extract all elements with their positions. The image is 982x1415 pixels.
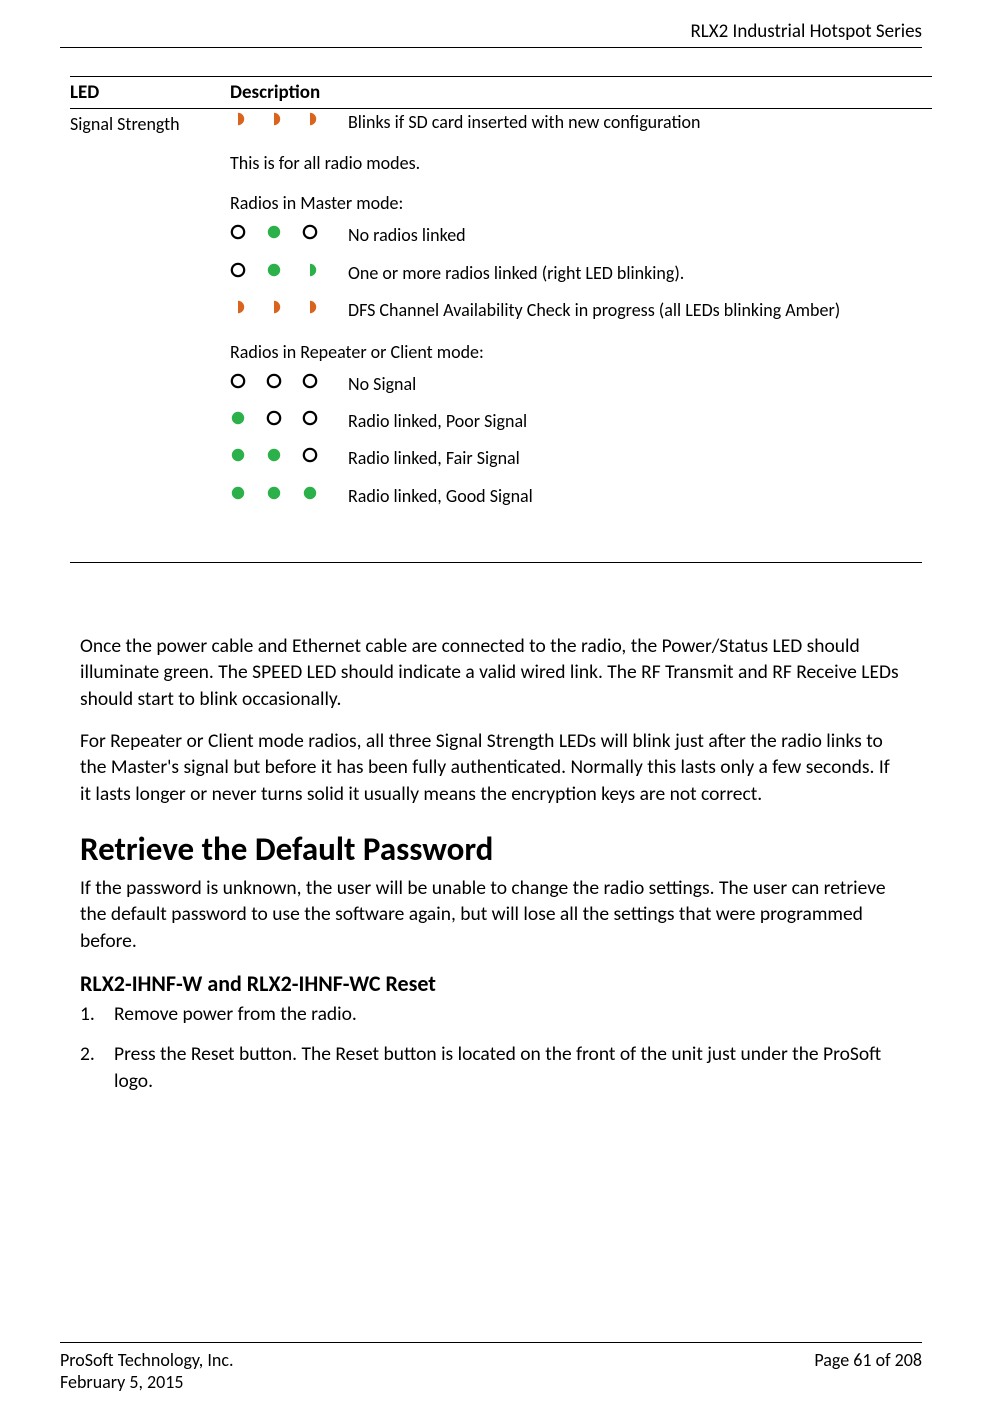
led-indicator-icon — [266, 224, 302, 240]
led-indicator-icon — [230, 262, 266, 278]
led-indicator-icon — [230, 373, 266, 389]
table-header-description: Description — [230, 77, 932, 109]
led-indicator-icon — [266, 111, 302, 127]
led-status-row: Radio linked, Fair Signal — [230, 447, 932, 470]
led-status-row: DFS Channel Availability Check in progre… — [230, 299, 932, 322]
led-indicator-icon — [230, 485, 266, 501]
led-status-text: Radio linked, Poor Signal — [348, 410, 932, 433]
led-indicator-icon — [302, 373, 338, 389]
led-icon-group — [230, 373, 348, 389]
body-content: Once the power cable and Ethernet cable … — [80, 633, 902, 1094]
led-icon-group — [230, 299, 348, 315]
led-status-row: Radio linked, Good Signal — [230, 485, 932, 508]
led-status-text: One or more radios linked (right LED bli… — [348, 262, 932, 285]
led-status-row: Blinks if SD card inserted with new conf… — [230, 111, 932, 134]
led-icon-group — [230, 111, 348, 127]
led-indicator-icon — [302, 447, 338, 463]
led-status-text: DFS Channel Availability Check in progre… — [348, 299, 932, 322]
led-indicator-icon — [302, 262, 338, 278]
led-status-text: No radios linked — [348, 224, 932, 247]
led-status-row: One or more radios linked (right LED bli… — [230, 262, 932, 285]
reset-steps: Remove power from the radio. Press the R… — [80, 1001, 902, 1094]
led-indicator-icon — [266, 373, 302, 389]
heading-reset: RLX2-IHNF-W and RLX2-IHNF-WC Reset — [80, 970, 902, 997]
led-indicator-icon — [302, 224, 338, 240]
table-bottom-rule — [70, 562, 922, 563]
led-icon-group — [230, 447, 348, 463]
led-indicator-icon — [302, 410, 338, 426]
client-mode-heading: Radios in Repeater or Client mode: — [230, 341, 932, 363]
led-status-text: Radio linked, Good Signal — [348, 485, 932, 508]
led-indicator-icon — [266, 447, 302, 463]
led-icon-group — [230, 224, 348, 240]
led-indicator-icon — [230, 224, 266, 240]
led-indicator-icon — [302, 111, 338, 127]
paragraph: If the password is unknown, the user wil… — [80, 875, 902, 954]
led-description-table: LED Description Signal Strength Blinks i… — [70, 76, 932, 552]
led-icon-group — [230, 485, 348, 501]
footer-page: Page 61 of 208 — [814, 1349, 922, 1393]
list-item: Press the Reset button. The Reset button… — [80, 1041, 902, 1094]
row-label-signal-strength: Signal Strength — [70, 109, 230, 553]
led-indicator-icon — [230, 299, 266, 315]
heading-retrieve-password: Retrieve the Default Password — [80, 829, 902, 869]
document-header: RLX2 Industrial Hotspot Series — [60, 20, 922, 48]
page-footer: ProSoft Technology, Inc. February 5, 201… — [60, 1342, 922, 1393]
note-all-modes: This is for all radio modes. — [230, 152, 932, 174]
footer-date: February 5, 2015 — [60, 1371, 234, 1393]
led-status-text: Blinks if SD card inserted with new conf… — [348, 111, 932, 134]
led-indicator-icon — [266, 299, 302, 315]
led-indicator-icon — [266, 485, 302, 501]
table-header-led: LED — [70, 77, 230, 109]
led-indicator-icon — [230, 447, 266, 463]
led-status-row: No Signal — [230, 373, 932, 396]
paragraph: For Repeater or Client mode radios, all … — [80, 728, 902, 807]
led-icon-group — [230, 410, 348, 426]
led-indicator-icon — [302, 299, 338, 315]
led-status-row: No radios linked — [230, 224, 932, 247]
led-icon-group — [230, 262, 348, 278]
led-status-text: No Signal — [348, 373, 932, 396]
led-status-text: Radio linked, Fair Signal — [348, 447, 932, 470]
led-indicator-icon — [266, 410, 302, 426]
led-indicator-icon — [266, 262, 302, 278]
led-indicator-icon — [230, 410, 266, 426]
paragraph: Once the power cable and Ethernet cable … — [80, 633, 902, 712]
footer-company: ProSoft Technology, Inc. — [60, 1349, 234, 1371]
led-status-row: Radio linked, Poor Signal — [230, 410, 932, 433]
led-indicator-icon — [230, 111, 266, 127]
list-item: Remove power from the radio. — [80, 1001, 902, 1027]
master-mode-heading: Radios in Master mode: — [230, 192, 932, 214]
led-indicator-icon — [302, 485, 338, 501]
